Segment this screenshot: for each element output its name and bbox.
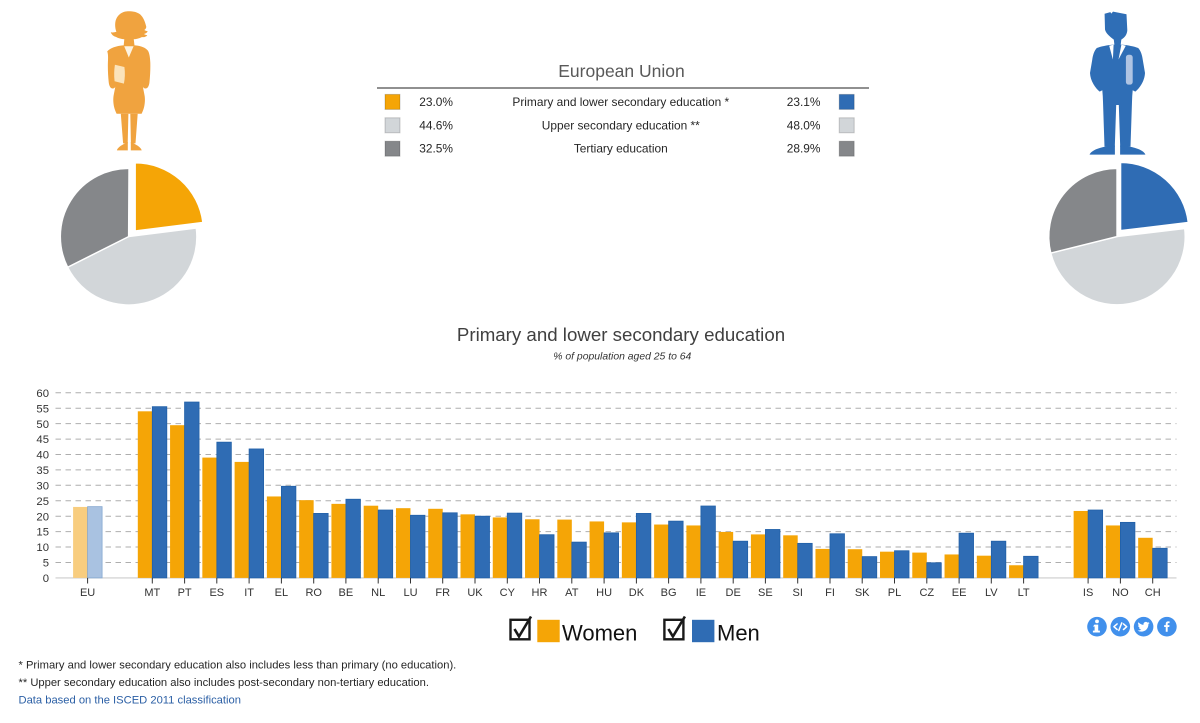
svg-text:FR: FR — [435, 587, 450, 599]
svg-text:25: 25 — [36, 496, 49, 508]
svg-text:CH: CH — [1145, 587, 1161, 599]
svg-text:EL: EL — [275, 587, 288, 599]
svg-text:NL: NL — [371, 587, 385, 599]
svg-text:44.6%: 44.6% — [419, 118, 453, 132]
svg-text:10: 10 — [36, 542, 49, 554]
svg-text:23.1%: 23.1% — [787, 95, 821, 109]
svg-text:UK: UK — [467, 587, 483, 599]
svg-text:MT: MT — [144, 587, 160, 599]
svg-text:HR: HR — [532, 587, 548, 599]
svg-text:50: 50 — [36, 419, 49, 431]
svg-text:55: 55 — [36, 403, 49, 415]
svg-text:SE: SE — [758, 587, 773, 599]
svg-text:CZ: CZ — [919, 587, 934, 599]
svg-text:28.9%: 28.9% — [787, 142, 821, 156]
svg-text:Upper secondary education **: Upper secondary education ** — [542, 118, 700, 132]
svg-text:EE: EE — [952, 587, 967, 599]
svg-text:Primary and lower secondary ed: Primary and lower secondary education * — [512, 95, 729, 109]
svg-text:5: 5 — [43, 558, 49, 570]
svg-text:Tertiary education: Tertiary education — [574, 142, 668, 156]
svg-text:45: 45 — [36, 434, 49, 446]
svg-text:PL: PL — [888, 587, 901, 599]
svg-text:PT: PT — [178, 587, 192, 599]
svg-text:EU: EU — [80, 587, 95, 599]
svg-text:SK: SK — [855, 587, 870, 599]
svg-text:** Upper secondary education a: ** Upper secondary education also includ… — [19, 677, 429, 689]
svg-text:32.5%: 32.5% — [419, 142, 453, 156]
svg-text:Data based on the ISCED 2011 c: Data based on the ISCED 2011 classificat… — [19, 695, 241, 707]
svg-text:BE: BE — [339, 587, 354, 599]
svg-text:LV: LV — [985, 587, 998, 599]
svg-text:Women: Women — [562, 620, 637, 645]
svg-text:15: 15 — [36, 527, 49, 539]
svg-text:% of population aged 25 to 64: % of population aged 25 to 64 — [553, 352, 691, 363]
svg-text:0: 0 — [43, 573, 49, 585]
svg-text:20: 20 — [36, 511, 49, 523]
svg-text:DK: DK — [629, 587, 645, 599]
svg-text:Men: Men — [717, 620, 760, 645]
svg-text:40: 40 — [36, 450, 49, 462]
svg-text:FI: FI — [825, 587, 835, 599]
svg-text:Primary and lower secondary ed: Primary and lower secondary education — [457, 324, 785, 345]
svg-text:35: 35 — [36, 465, 49, 477]
svg-text:* Primary and lower secondary: * Primary and lower secondary education … — [19, 660, 457, 672]
svg-text:23.0%: 23.0% — [419, 95, 453, 109]
svg-text:LU: LU — [403, 587, 417, 599]
svg-text:CY: CY — [500, 587, 516, 599]
svg-text:RO: RO — [305, 587, 322, 599]
svg-text:BG: BG — [661, 587, 677, 599]
svg-text:ES: ES — [209, 587, 224, 599]
svg-text:48.0%: 48.0% — [787, 118, 821, 132]
svg-text:60: 60 — [36, 388, 49, 400]
svg-text:IT: IT — [244, 587, 254, 599]
svg-text:30: 30 — [36, 480, 49, 492]
svg-text:DE: DE — [726, 587, 741, 599]
svg-text:LT: LT — [1018, 587, 1030, 599]
svg-text:SI: SI — [792, 587, 802, 599]
svg-text:NO: NO — [1112, 587, 1129, 599]
svg-text:HU: HU — [596, 587, 612, 599]
svg-text:European Union: European Union — [558, 61, 684, 81]
svg-text:IS: IS — [1083, 587, 1093, 599]
svg-text:IE: IE — [696, 587, 706, 599]
svg-text:AT: AT — [565, 587, 579, 599]
